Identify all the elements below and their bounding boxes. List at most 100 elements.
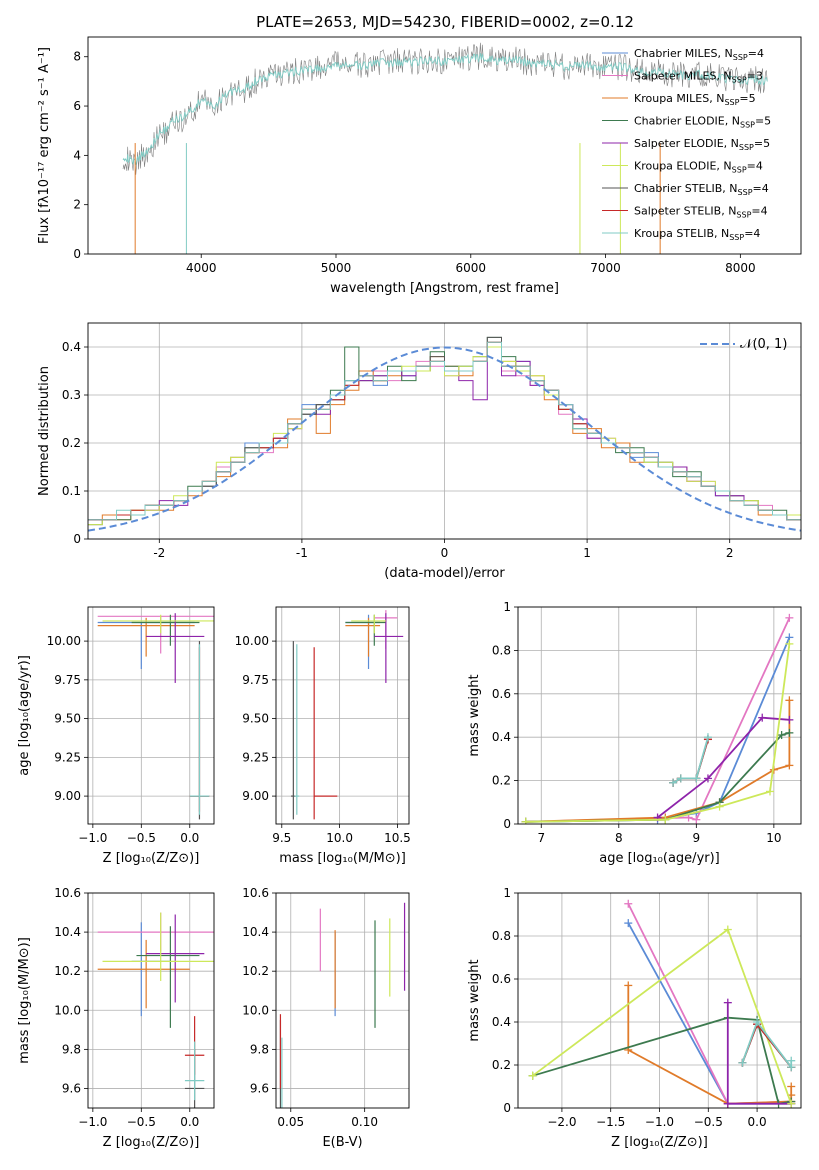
x-tick-label: 5000 — [321, 261, 352, 275]
legend-suffix: =4 — [751, 205, 767, 218]
weight-line — [627, 985, 793, 1105]
y-tick-label: 8 — [73, 50, 81, 64]
plot-area — [97, 613, 214, 820]
axes-frame — [517, 892, 802, 1109]
y-tick-label: 0 — [73, 247, 81, 261]
y-axis-label: mass [log₁₀(M/M⊙)] — [17, 937, 32, 1064]
panel-mass_weight_vs_age: 7 8 9 10 0 0.2 0.4 0.6 0.8 1 age [log₁₀(age/yr)] ma… — [467, 600, 802, 866]
legend-label: Chabrier MILES, N — [634, 47, 733, 60]
weight-line — [627, 922, 792, 1105]
weight-line — [672, 739, 709, 784]
y-tick-label: 0.2 — [62, 436, 81, 450]
weight-line — [525, 617, 791, 823]
weight-line — [525, 732, 790, 823]
y-tick-label: 9.75 — [242, 673, 269, 687]
y-tick-label: 0.6 — [492, 972, 511, 986]
panel-mass_vs_Z: −1.0 −0.5 0.0 9.6 9.8 10.0 10.2 10.4 10.6 Z [log₁… — [17, 886, 215, 1150]
legend-label: Salpeter MILES, N — [634, 70, 732, 83]
weight-line — [627, 903, 792, 1105]
x-tick-label: 6000 — [456, 261, 487, 275]
panel-mass_vs_EBV: 0.05 0.10 9.6 9.8 10.0 10.2 10.4 10.6 E(B-V) — [242, 886, 410, 1150]
panel-mass_weight_vs_Z: −2.0 −1.5 −1.0 −0.5 0.0 0 0.2 0.4 0.6 0.8 1 Z [log₁… — [467, 886, 802, 1150]
x-tick-label: 10.0 — [326, 831, 353, 845]
x-tick-label: −1.0 — [78, 1115, 107, 1129]
x-axis-label: mass [log₁₀(M/M⊙)] — [279, 851, 406, 866]
legend-entry: Salpeter ELODIE, NSSP=5 — [634, 137, 770, 152]
gaussian-curve — [88, 346, 801, 532]
spectrum-data-line — [122, 42, 768, 175]
weight-line — [672, 736, 709, 784]
x-tick-label: 0.0 — [748, 1115, 767, 1129]
axes-frame — [517, 606, 802, 825]
legend-label: Salpeter ELODIE, N — [634, 137, 739, 150]
y-tick-label: 1 — [503, 600, 511, 614]
x-tick-label: 10.5 — [384, 831, 411, 845]
panel-age_vs_mass: 9.5 10.0 10.5 9.00 9.25 9.50 9.75 10.00 mass [lo… — [235, 606, 411, 866]
x-axis-label: Z [log₁₀(Z/Z⊙)] — [103, 1135, 200, 1150]
y-tick-label: 0.2 — [492, 1058, 511, 1072]
legend-suffix: =4 — [753, 182, 769, 195]
x-tick-label: 7000 — [590, 261, 621, 275]
legend-label: Salpeter STELIB, N — [634, 205, 736, 218]
x-tick-label: 0.05 — [277, 1115, 304, 1129]
y-tick-label: 10.00 — [235, 634, 269, 648]
legend-suffix: =4 — [744, 227, 760, 240]
plot-area — [291, 610, 404, 820]
legend-suffix: =4 — [747, 160, 763, 173]
legend-entry: 𝒩(0, 1) — [740, 337, 787, 352]
y-axis-label: mass weight — [467, 674, 482, 756]
panel-age_vs_Z: −1.0 −0.5 0.0 9.00 9.25 9.50 9.75 10.00 Z [log₁₀… — [17, 606, 215, 866]
y-tick-label: 4 — [73, 148, 81, 162]
legend-entry: Chabrier STELIB, NSSP=4 — [634, 182, 769, 197]
x-tick-label: 10 — [766, 831, 781, 845]
spectrum-model-line — [122, 53, 768, 165]
legend-suffix: =3 — [747, 70, 763, 83]
legend-subscript: SSP — [736, 211, 751, 220]
legend-subscript: SSP — [738, 188, 753, 197]
y-tick-label: 9.6 — [62, 1081, 81, 1095]
x-tick-label: 2 — [726, 546, 734, 560]
axes-frame — [87, 36, 802, 255]
y-tick-label: 9.75 — [54, 673, 81, 687]
legend-entry: Kroupa STELIB, NSSP=4 — [634, 227, 760, 242]
panel-spectrum: 4000 5000 6000 7000 8000 0 2 4 6 8 wavelength [Ang… — [37, 36, 802, 296]
legend-subscript: SSP — [739, 143, 754, 152]
y-tick-label: 10.6 — [54, 886, 81, 900]
y-tick-label: 0.1 — [62, 484, 81, 498]
x-axis-label: E(B-V) — [322, 1135, 362, 1150]
plot-area — [521, 613, 794, 824]
y-tick-label: 0.2 — [492, 774, 511, 788]
legend-entry: Kroupa ELODIE, NSSP=4 — [634, 160, 763, 175]
x-tick-label: 0 — [441, 546, 449, 560]
legend-subscript: SSP — [724, 98, 739, 107]
y-tick-label: 0 — [73, 532, 81, 546]
legend-label: Chabrier ELODIE, N — [634, 115, 740, 128]
y-axis-label: age [log₁₀(age/yr)] — [17, 655, 32, 776]
y-tick-label: 10.2 — [54, 964, 81, 978]
y-tick-label: 10.00 — [47, 634, 81, 648]
x-tick-label: −0.5 — [127, 831, 156, 845]
axes-frame — [87, 606, 215, 825]
legend-subscript: SSP — [732, 76, 747, 85]
y-tick-label: 0.4 — [62, 340, 81, 354]
x-axis-label: age [log₁₀(age/yr)] — [599, 851, 720, 866]
weight-line — [532, 928, 793, 1105]
x-tick-label: 4000 — [186, 261, 217, 275]
y-tick-label: 9.00 — [54, 789, 81, 803]
legend-entry: Chabrier ELODIE, NSSP=5 — [634, 115, 771, 130]
y-axis-label: Flux [fλ10⁻¹⁷ erg cm⁻² s⁻¹ A⁻¹] — [37, 47, 52, 244]
y-tick-label: 9.25 — [54, 750, 81, 764]
y-tick-label: 9.25 — [242, 750, 269, 764]
legend-subscript: SSP — [732, 166, 747, 175]
y-tick-label: 10.0 — [242, 1003, 269, 1017]
legend-label: Kroupa MILES, N — [634, 92, 724, 105]
legend-subscript: SSP — [729, 233, 744, 242]
y-tick-label: 9.6 — [250, 1081, 269, 1095]
axes-frame — [87, 892, 215, 1109]
x-tick-label: 0.0 — [180, 1115, 199, 1129]
y-tick-label: 0.8 — [492, 929, 511, 943]
weight-line — [672, 739, 709, 784]
legend-suffix: =5 — [755, 115, 771, 128]
